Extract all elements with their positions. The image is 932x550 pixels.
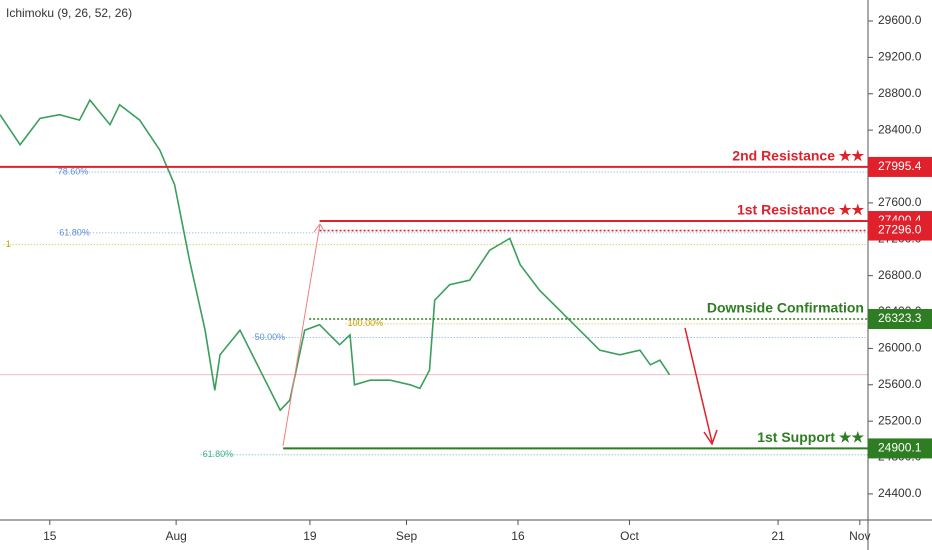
price-box [868,308,932,329]
y-tick-label: 25600.0 [878,377,922,391]
y-tick-label: 28400.0 [878,122,922,136]
x-tick-label: 19 [303,529,317,543]
y-tick-label: 26800.0 [878,268,922,282]
price-line [0,98,671,412]
x-tick-label: Oct [620,529,639,543]
x-tick-label: 21 [771,529,785,543]
level-label: 1st Support ★★ [757,429,864,445]
price-box-label: 26323.3 [878,311,922,325]
y-tick-label: 24400.0 [878,486,922,500]
y-tick-label: 28800.0 [878,86,922,100]
fib-label: 50.00% [255,332,286,342]
price-box-label: 27296.0 [878,223,922,237]
fib-label: 61.80% [59,227,90,237]
y-tick-label: 29600.0 [878,13,922,27]
y-tick-label: 26000.0 [878,341,922,355]
x-tick-label: Nov [849,529,870,543]
y-tick-label: 27600.0 [878,195,922,209]
price-box [868,438,932,459]
x-tick-label: 16 [511,529,525,543]
x-tick-label: Aug [165,529,186,543]
plot [0,98,868,456]
forecast-arrow [684,327,713,443]
level-label: 2nd Resistance ★★ [732,148,864,164]
drawing-line [282,223,321,447]
x-tick-label: 15 [43,529,57,543]
drawing-arrowhead [313,223,325,233]
fib-label: 78.60% [58,166,89,176]
fib-label: 100.00% [348,318,384,328]
fib-label: 61.80% [203,449,234,459]
price-box [868,156,932,177]
y-tick-label: 29200.0 [878,50,922,64]
forecast-arrowhead [703,429,718,446]
price-box [868,220,932,241]
level-label: Downside Confirmation [707,300,864,316]
level-label: 1st Resistance ★★ [737,202,864,218]
indicator-title: Ichimoku (9, 26, 52, 26) [6,6,132,20]
fib-label: 1 [6,239,11,249]
price-box-label: 24900.1 [878,441,922,455]
price-box-label: 27995.4 [878,159,922,173]
x-tick-label: Sep [396,529,418,543]
y-tick-label: 25200.0 [878,413,922,427]
